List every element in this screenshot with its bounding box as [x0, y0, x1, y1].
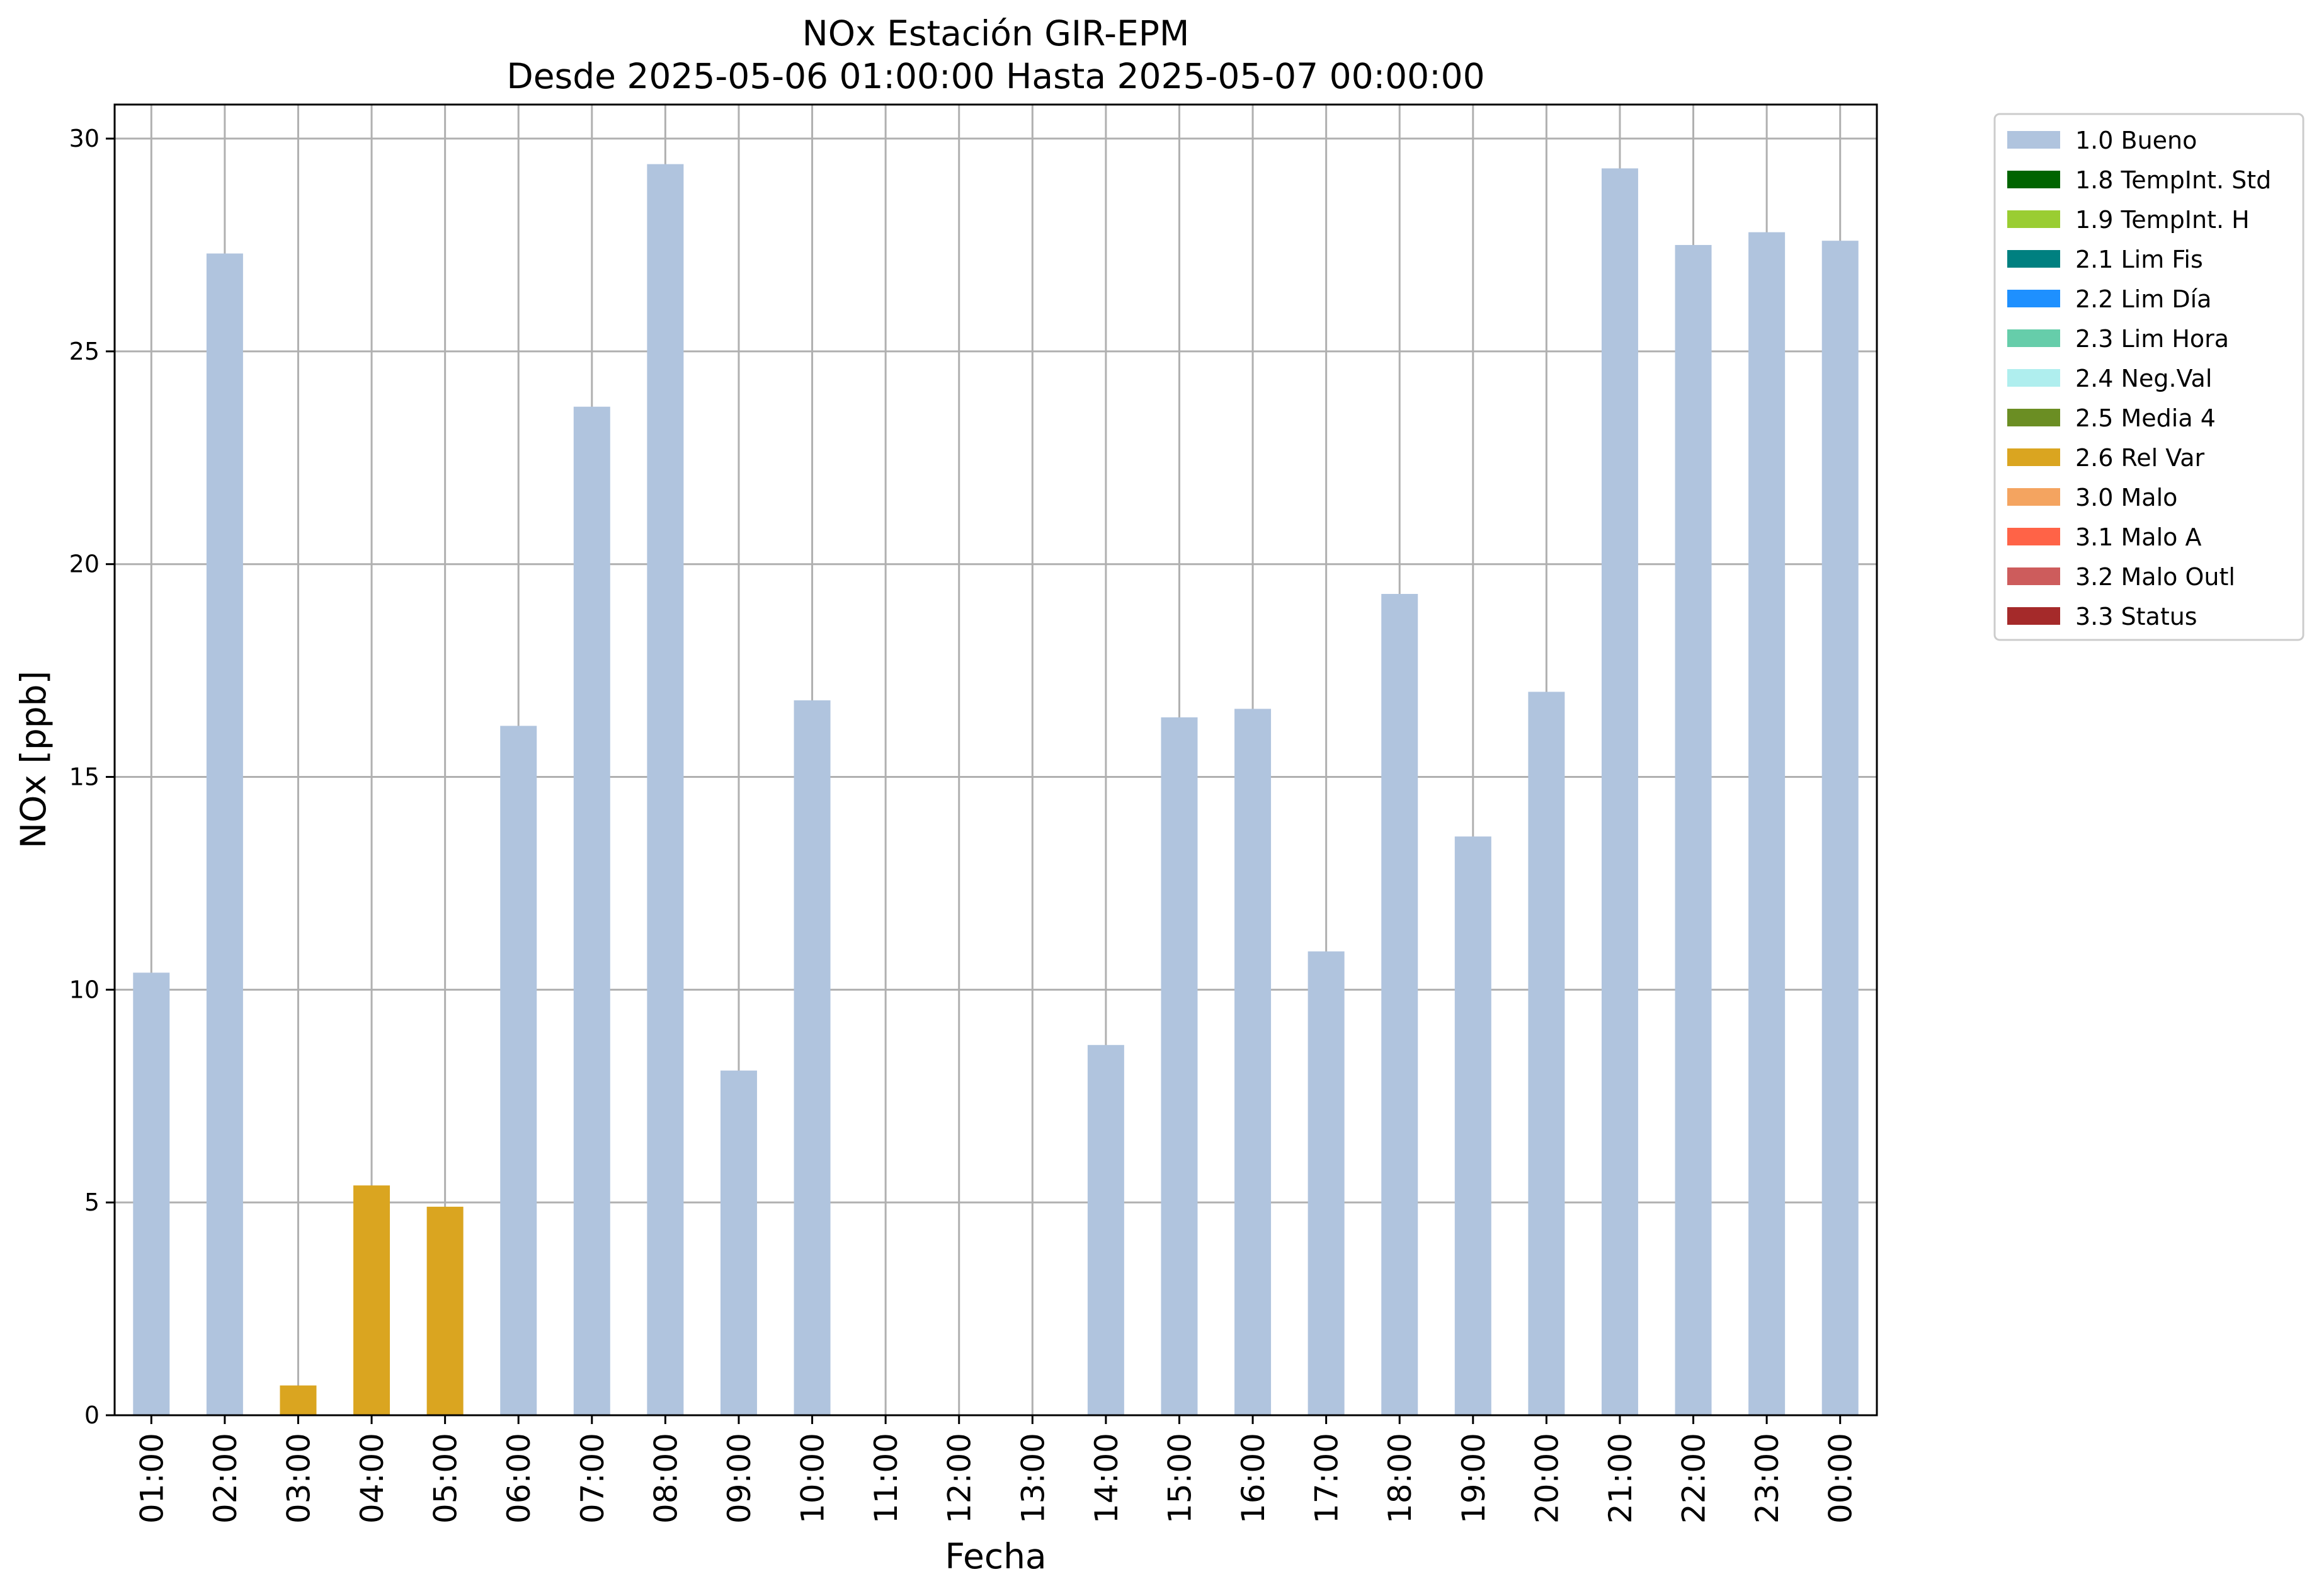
- bar-2200: [1675, 244, 1712, 1415]
- legend-swatch: [2007, 329, 2060, 347]
- x-tick-label: 17:00: [1309, 1433, 1345, 1524]
- legend-swatch: [2007, 210, 2060, 228]
- bars: [133, 164, 1859, 1416]
- bar-0900: [720, 1070, 757, 1415]
- bar-0200: [206, 253, 243, 1415]
- x-tick-label: 02:00: [207, 1433, 244, 1524]
- legend-label: 1.8 TempInt. Std: [2075, 166, 2271, 194]
- bar-1500: [1161, 717, 1198, 1415]
- bar-2000: [1528, 692, 1565, 1415]
- x-tick-label: 16:00: [1235, 1433, 1272, 1524]
- bar-0100: [133, 972, 170, 1415]
- legend-label: 1.0 Bueno: [2075, 127, 2197, 154]
- y-tick-label: 30: [69, 125, 100, 152]
- x-tick-label: 06:00: [501, 1433, 537, 1524]
- y-tick-label: 20: [69, 550, 100, 578]
- legend-frame: [1993, 113, 2305, 641]
- legend-swatch: [2007, 250, 2060, 268]
- legend-label: 3.3 Status: [2075, 603, 2197, 630]
- x-tick-label: 22:00: [1676, 1433, 1712, 1524]
- bar-0500: [426, 1206, 464, 1415]
- y-tick-label: 10: [69, 976, 100, 1003]
- x-tick-label: 00:00: [1823, 1433, 1859, 1524]
- x-tick-label: 13:00: [1015, 1433, 1051, 1524]
- x-tick-label: 08:00: [647, 1433, 684, 1524]
- x-tick-label: 19:00: [1456, 1433, 1492, 1524]
- bar-0400: [353, 1185, 390, 1415]
- x-tick-label: 14:00: [1088, 1433, 1125, 1524]
- bar-2100: [1601, 168, 1638, 1415]
- legend-swatch: [2007, 290, 2060, 307]
- bar-2300: [1748, 232, 1786, 1415]
- legend-swatch: [2007, 369, 2060, 387]
- bar-0000: [1821, 241, 1859, 1416]
- legend-label: 2.2 Lim Día: [2075, 285, 2211, 313]
- bar-1400: [1087, 1045, 1124, 1415]
- bar-1900: [1454, 836, 1491, 1415]
- legend-label: 2.1 Lim Fis: [2075, 246, 2203, 273]
- plot-frame: [113, 103, 1878, 1416]
- y-tick-label: 5: [84, 1188, 100, 1216]
- bar-1000: [794, 700, 831, 1415]
- legend-label: 2.4 Neg.Val: [2075, 365, 2212, 392]
- x-tick-label: 18:00: [1382, 1433, 1418, 1524]
- legend-label: 2.6 Rel Var: [2075, 444, 2205, 472]
- bar-0300: [280, 1385, 317, 1415]
- x-tick-label: 20:00: [1529, 1433, 1565, 1524]
- x-tick-label: 04:00: [354, 1433, 390, 1524]
- legend-label: 3.0 Malo: [2075, 484, 2177, 511]
- x-tick-label: 05:00: [428, 1433, 464, 1524]
- legend-label: 2.5 Media 4: [2075, 404, 2216, 432]
- y-tick-label: 25: [69, 338, 100, 365]
- y-axis: 0 5 10 15 20 25 30: [69, 125, 115, 1429]
- bar-1800: [1381, 593, 1418, 1415]
- x-tick-label: 23:00: [1749, 1433, 1786, 1524]
- legend-swatch: [2007, 448, 2060, 466]
- bar-0700: [573, 406, 610, 1415]
- x-tick-label: 10:00: [795, 1433, 831, 1524]
- legend-swatch: [2007, 409, 2060, 426]
- x-tick-label: 11:00: [868, 1433, 904, 1524]
- x-axis-label: Fecha: [945, 1536, 1046, 1576]
- bar-0600: [500, 726, 537, 1415]
- x-axis: 01:00 02:00 03:00 04:00 05:00 06:00 07:00 08:00…: [134, 1415, 1859, 1524]
- legend-label: 3.1 Malo A: [2075, 523, 2201, 551]
- legend: 1.0 Bueno 1.8 TempInt. Std 1.9 TempInt. H 2…: [1993, 113, 2305, 641]
- legend-swatch: [2007, 171, 2060, 188]
- legend-swatch: [2007, 528, 2060, 545]
- x-tick-label: 01:00: [134, 1433, 170, 1524]
- legend-swatch: [2007, 567, 2060, 585]
- bar-1700: [1308, 951, 1345, 1415]
- chart-title: NOx Estación GIR-EPM: [802, 13, 1190, 54]
- legend-label: 1.9 TempInt. H: [2075, 206, 2250, 234]
- legend-swatch: [2007, 607, 2060, 625]
- chart-subtitle: Desde 2025-05-06 01:00:00 Hasta 2025-05-…: [506, 56, 1484, 96]
- x-tick-label: 07:00: [574, 1433, 611, 1524]
- bar-0800: [647, 164, 684, 1415]
- x-tick-label: 12:00: [942, 1433, 978, 1524]
- legend-swatch: [2007, 488, 2060, 506]
- y-axis-label: NOx [ppb]: [13, 671, 54, 848]
- bar-1600: [1234, 709, 1272, 1415]
- x-tick-label: 03:00: [280, 1433, 317, 1524]
- x-tick-label: 09:00: [721, 1433, 758, 1524]
- x-tick-label: 21:00: [1602, 1433, 1639, 1524]
- x-tick-label: 15:00: [1161, 1433, 1198, 1524]
- legend-label: 3.2 Malo Outl: [2075, 563, 2235, 591]
- legend-label: 2.3 Lim Hora: [2075, 325, 2229, 353]
- y-tick-label: 15: [69, 763, 100, 791]
- legend-swatch: [2007, 131, 2060, 149]
- y-tick-label: 0: [84, 1401, 100, 1429]
